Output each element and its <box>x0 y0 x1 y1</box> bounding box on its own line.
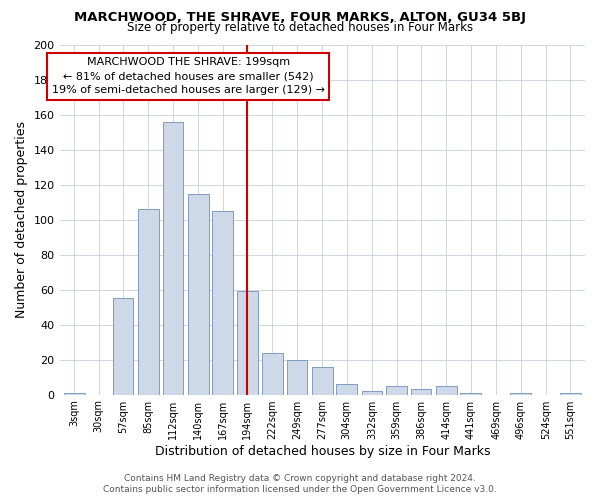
Bar <box>362 391 382 394</box>
Bar <box>138 210 159 394</box>
Text: Size of property relative to detached houses in Four Marks: Size of property relative to detached ho… <box>127 22 473 35</box>
Text: MARCHWOOD THE SHRAVE: 199sqm
← 81% of detached houses are smaller (542)
19% of s: MARCHWOOD THE SHRAVE: 199sqm ← 81% of de… <box>52 57 325 95</box>
Bar <box>436 386 457 394</box>
Text: Contains HM Land Registry data © Crown copyright and database right 2024.
Contai: Contains HM Land Registry data © Crown c… <box>103 474 497 494</box>
Bar <box>163 122 183 394</box>
Bar <box>510 393 531 394</box>
Y-axis label: Number of detached properties: Number of detached properties <box>15 122 28 318</box>
Bar <box>337 384 357 394</box>
Text: MARCHWOOD, THE SHRAVE, FOUR MARKS, ALTON, GU34 5BJ: MARCHWOOD, THE SHRAVE, FOUR MARKS, ALTON… <box>74 11 526 24</box>
Bar <box>212 211 233 394</box>
Bar <box>113 298 133 394</box>
Bar <box>262 352 283 395</box>
Bar <box>560 393 581 394</box>
Bar <box>460 393 481 394</box>
Bar <box>287 360 307 394</box>
Bar <box>410 390 431 394</box>
Bar <box>386 386 407 394</box>
Bar <box>237 292 257 395</box>
Bar <box>188 194 209 394</box>
X-axis label: Distribution of detached houses by size in Four Marks: Distribution of detached houses by size … <box>155 444 490 458</box>
Bar <box>312 366 332 394</box>
Bar <box>64 393 85 394</box>
